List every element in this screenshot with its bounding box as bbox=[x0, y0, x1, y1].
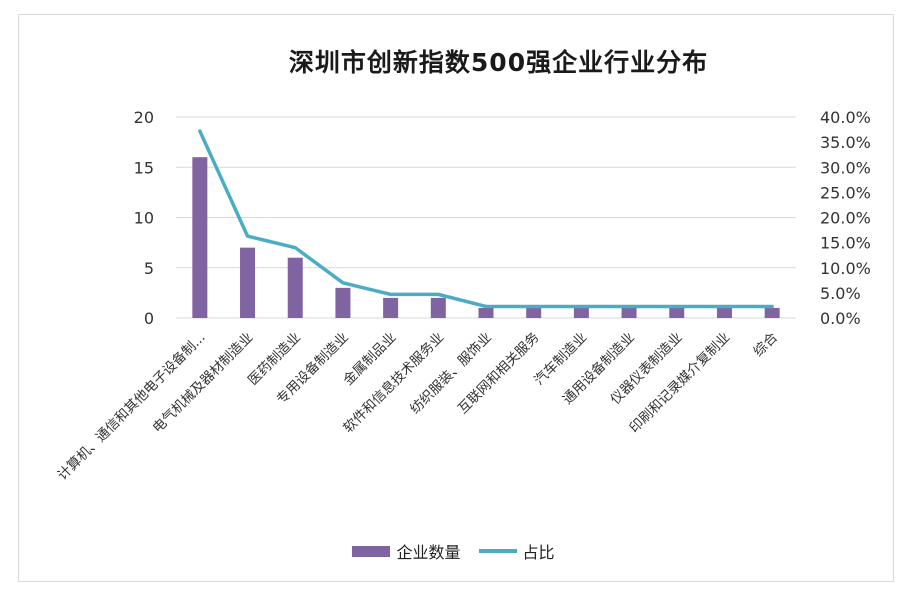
bar-count bbox=[526, 307, 542, 318]
y-left-tick-label: 5 bbox=[144, 259, 154, 278]
legend-label-count: 企业数量 bbox=[396, 543, 461, 562]
x-category-label: 综合 bbox=[751, 329, 782, 360]
bar-count bbox=[764, 307, 780, 318]
legend-item-count: 企业数量 bbox=[352, 539, 461, 563]
bar-count bbox=[573, 307, 589, 318]
bar-count bbox=[287, 257, 303, 318]
y-right-tick-label: 40.0% bbox=[820, 108, 871, 127]
bar-count bbox=[669, 307, 685, 318]
y-right-tick-label: 25.0% bbox=[820, 183, 871, 202]
bar-count bbox=[240, 247, 256, 318]
x-category-label: 纺织服装、服饰业 bbox=[407, 330, 495, 418]
chart-legend: 企业数量 占比 bbox=[0, 539, 907, 563]
y-left-tick-label: 10 bbox=[134, 209, 154, 228]
bar-count bbox=[192, 157, 208, 318]
y-left-tick-label: 0 bbox=[144, 309, 154, 328]
y-right-tick-label: 35.0% bbox=[820, 133, 871, 152]
y-right-tick-label: 30.0% bbox=[820, 158, 871, 177]
bar-count bbox=[430, 297, 446, 318]
legend-item-share: 占比 bbox=[478, 539, 555, 563]
series-line-share bbox=[198, 129, 774, 309]
y-right-tick-label: 10.0% bbox=[820, 259, 871, 278]
legend-swatch-line bbox=[478, 549, 517, 553]
legend-swatch-bar bbox=[352, 545, 391, 557]
y-right-tick-label: 5.0% bbox=[820, 284, 861, 303]
bar-count bbox=[335, 287, 351, 318]
y-right-tick-label: 15.0% bbox=[820, 234, 871, 253]
bar-count bbox=[383, 297, 399, 318]
y-left-tick-label: 15 bbox=[134, 158, 154, 177]
legend-label-share: 占比 bbox=[522, 543, 555, 562]
chart-title: 深圳市创新指数500强企业行业分布 bbox=[288, 48, 709, 77]
y-right-tick-label: 0.0% bbox=[820, 309, 861, 328]
bar-count bbox=[716, 307, 732, 318]
y-left-tick-label: 20 bbox=[134, 108, 154, 127]
y-right-tick-label: 20.0% bbox=[820, 209, 871, 228]
bar-count bbox=[621, 307, 637, 318]
x-category-label: 互联网和相关服务 bbox=[455, 330, 543, 418]
bar-count bbox=[478, 307, 494, 318]
